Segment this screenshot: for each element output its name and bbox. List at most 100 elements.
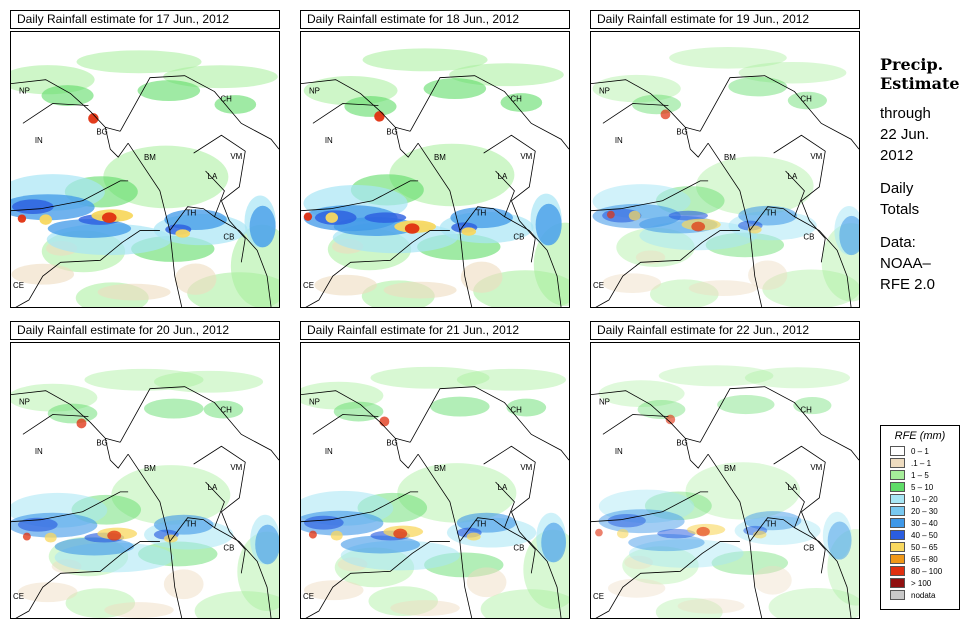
country-border [495, 170, 562, 307]
rainfall-area [839, 215, 859, 256]
country-border [483, 445, 536, 574]
legend-swatch [890, 578, 905, 588]
rainfall-area [787, 91, 827, 110]
rainfall-area [303, 580, 364, 601]
country-label: CE [13, 592, 24, 601]
rainfall-area [827, 529, 859, 606]
rainfall-area [11, 199, 54, 215]
rainfall-area [393, 528, 408, 539]
map-panel-6: Daily Rainfall estimate for 22 Jun., 201… [590, 321, 860, 619]
rainfall-area [364, 212, 407, 223]
legend-label: 65 – 80 [911, 554, 938, 564]
rainfall-area [660, 109, 671, 120]
rainfall-area [466, 532, 481, 541]
country-label: NP [599, 87, 610, 96]
rainfall-area [688, 280, 758, 296]
rainfall-area [340, 535, 421, 554]
rainfall-area [325, 212, 339, 223]
country-label: LA [788, 172, 798, 181]
legend-item: > 100 [890, 577, 959, 589]
rainfall-area [397, 463, 517, 523]
country-border [602, 414, 669, 435]
country-label: CE [593, 592, 604, 601]
country-label: LA [788, 483, 798, 492]
caption-year: 2012 [880, 147, 914, 164]
country-label: VM [230, 463, 242, 472]
legend-label: 1 – 5 [911, 470, 929, 480]
rainfall-area [344, 96, 397, 117]
country-border [11, 180, 129, 212]
country-border [684, 438, 709, 469]
rainfall-area [628, 533, 705, 552]
country-label: TH [476, 520, 487, 529]
legend-label: 10 – 20 [911, 494, 938, 504]
country-label: CB [223, 232, 234, 241]
panel-title: Daily Rainfall estimate for 19 Jun., 201… [590, 10, 860, 29]
country-label: LA [208, 483, 218, 492]
rainfall-area [249, 205, 276, 248]
country-label: BM [144, 464, 156, 473]
rainfall-area [456, 512, 517, 533]
map-panel-5: Daily Rainfall estimate for 21 Jun., 201… [300, 321, 570, 619]
rainfall-area [374, 111, 385, 122]
country-border [684, 127, 709, 158]
country-border [312, 414, 379, 435]
legend-swatch [890, 470, 905, 480]
legend-swatch [890, 590, 905, 600]
rainfall-area [665, 414, 676, 425]
country-label: IN [615, 447, 623, 456]
country-border [22, 414, 89, 435]
panel-title: Daily Rainfall estimate for 21 Jun., 201… [300, 321, 570, 340]
rainfall-area [743, 511, 802, 531]
rainfall-area [163, 569, 204, 600]
rainfall-area [404, 223, 420, 234]
rainfall-area [657, 528, 696, 539]
rainfall-map: NP IN BG CH BM VM LA TH CB CE [10, 31, 280, 308]
country-label: VM [230, 152, 242, 161]
rainfall-area [480, 589, 569, 618]
country-border [301, 491, 419, 523]
legend-item: 50 – 65 [890, 541, 959, 553]
rainfall-area [137, 80, 201, 102]
rainfall-area [163, 65, 278, 89]
legend-swatch [890, 518, 905, 528]
rainfall-area [768, 587, 859, 618]
country-label: CE [13, 281, 24, 290]
country-label: TH [186, 209, 197, 218]
rainfall-area [368, 586, 438, 616]
country-label: IN [325, 447, 333, 456]
country-border [104, 127, 129, 158]
rainfall-area [695, 156, 814, 216]
map-panel-3: Daily Rainfall estimate for 19 Jun., 201… [590, 10, 860, 308]
rainfall-area [655, 597, 723, 618]
rainfall-area [301, 381, 384, 410]
legend-label: > 100 [911, 578, 932, 588]
country-label: BM [434, 464, 446, 473]
country-border [591, 79, 701, 132]
country-label: CB [513, 543, 524, 552]
legend-swatch [890, 482, 905, 492]
country-label: IN [615, 136, 623, 145]
country-label: NP [309, 398, 320, 407]
rainfall-area [107, 530, 122, 541]
country-border [785, 481, 852, 618]
country-border [205, 170, 272, 307]
legend-label: 5 – 10 [911, 482, 934, 492]
rainfall-area [175, 229, 191, 238]
rainfall-area [696, 526, 710, 537]
rainfall-area [598, 380, 685, 408]
rainfall-area [685, 462, 801, 520]
legend-label: 40 – 50 [911, 530, 938, 540]
country-label: BM [434, 153, 446, 162]
rainfall-area [668, 210, 708, 221]
country-label: LA [498, 483, 508, 492]
rainfall-map: NP IN BG CH BM VM LA TH CB CE [10, 342, 280, 619]
country-label: IN [325, 136, 333, 145]
rainfall-area [111, 465, 231, 525]
legend-item: nodata [890, 589, 959, 601]
country-label: CH [800, 406, 812, 415]
country-border [193, 445, 246, 574]
country-label: NP [599, 398, 610, 407]
country-label: IN [35, 136, 43, 145]
rainfall-area [677, 598, 745, 614]
